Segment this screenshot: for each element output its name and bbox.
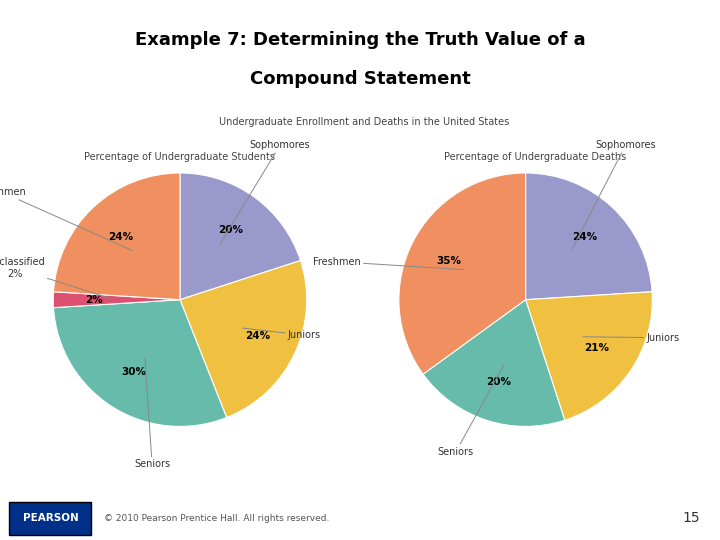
Text: Compound Statement: Compound Statement [250,70,470,88]
Text: Sophomores: Sophomores [220,140,310,244]
Text: 30%: 30% [122,367,146,377]
Text: Freshmen: Freshmen [0,187,132,251]
Text: 24%: 24% [109,232,134,242]
Text: 2%: 2% [85,295,103,305]
Text: Juniors: Juniors [243,328,321,340]
Wedge shape [526,292,652,420]
Text: Unclassified
2%: Unclassified 2% [0,257,112,299]
Wedge shape [423,300,564,427]
Wedge shape [526,173,652,300]
Text: © 2010 Pearson Prentice Hall. All rights reserved.: © 2010 Pearson Prentice Hall. All rights… [104,514,330,523]
Wedge shape [180,173,300,300]
Text: 15: 15 [683,511,700,525]
Text: 24%: 24% [246,332,271,341]
Text: Sophomores: Sophomores [572,140,656,249]
FancyBboxPatch shape [9,502,91,535]
Wedge shape [399,173,526,374]
Wedge shape [53,300,227,427]
Text: Juniors: Juniors [583,333,679,343]
Text: Undergraduate Enrollment and Deaths in the United States: Undergraduate Enrollment and Deaths in t… [219,117,510,127]
Text: 21%: 21% [585,343,609,353]
Text: Example 7: Determining the Truth Value of a: Example 7: Determining the Truth Value o… [135,31,585,49]
Text: Percentage of Undergraduate Students: Percentage of Undergraduate Students [84,152,275,163]
Wedge shape [180,260,307,417]
Text: 20%: 20% [218,225,243,235]
Text: Seniors: Seniors [438,365,504,457]
Text: 35%: 35% [436,255,462,266]
Text: 24%: 24% [572,232,597,242]
Text: Freshmen: Freshmen [313,256,464,269]
Text: Seniors: Seniors [134,358,170,469]
Text: PEARSON: PEARSON [22,514,78,523]
Text: Percentage of Undergraduate Deaths: Percentage of Undergraduate Deaths [444,152,626,163]
Wedge shape [53,173,180,300]
Wedge shape [53,292,180,308]
Text: 20%: 20% [487,377,511,387]
